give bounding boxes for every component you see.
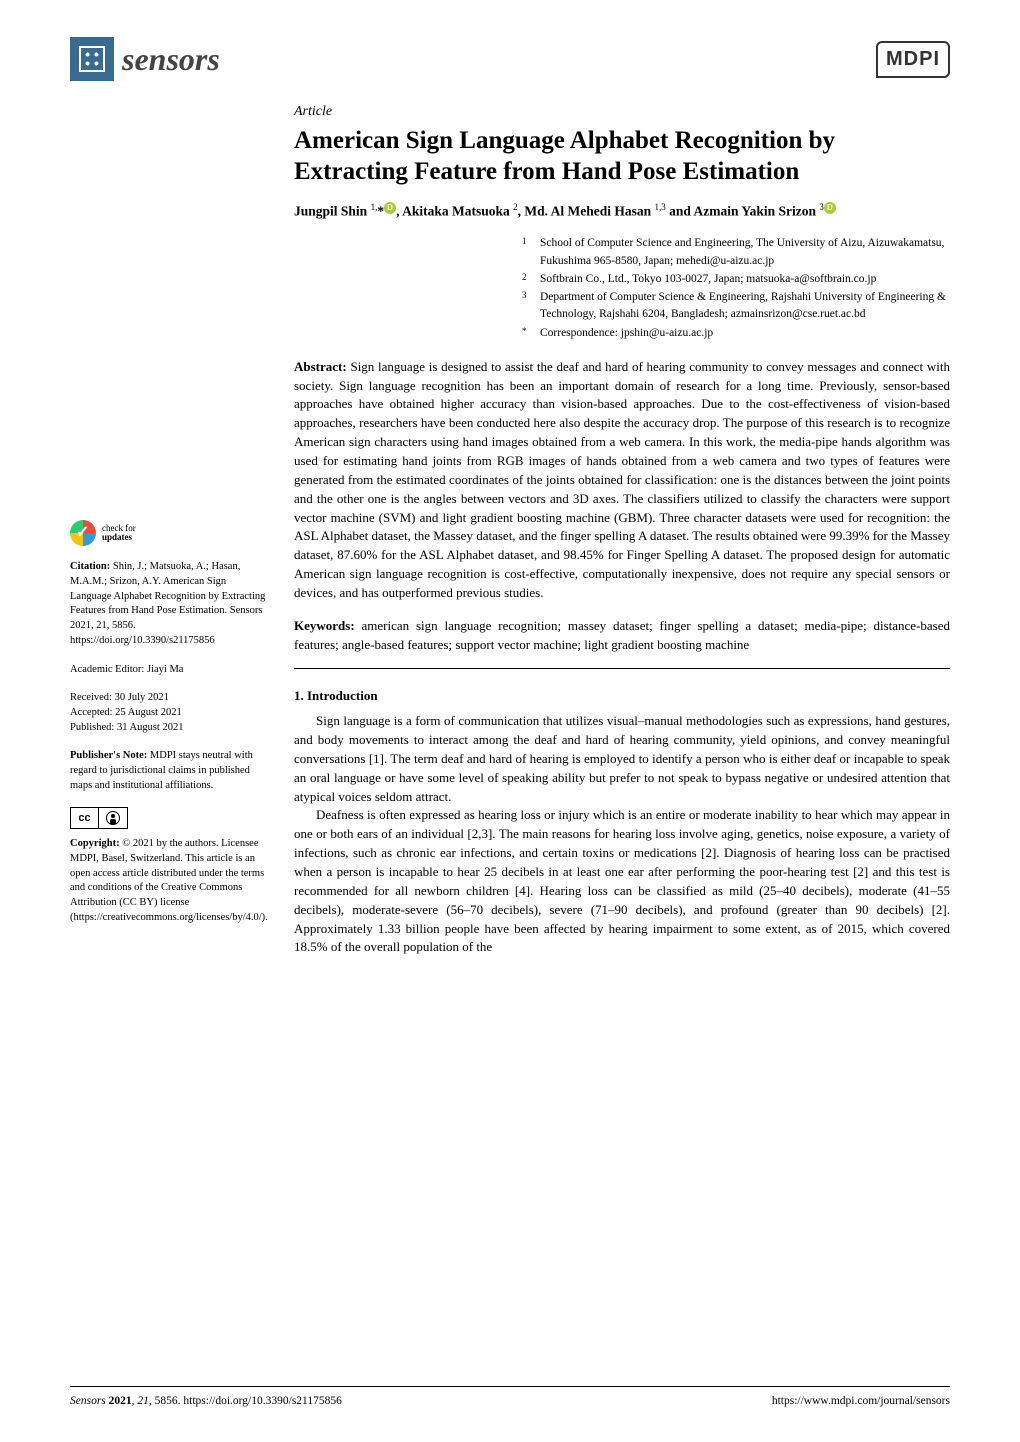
orcid-icon[interactable]: D [384, 202, 396, 214]
affiliation-row: 1 School of Computer Science and Engineer… [522, 235, 950, 270]
keywords-text: american sign language recognition; mass… [294, 618, 950, 652]
sidebar: check forupdates Citation: Shin, J.; Mat… [70, 102, 266, 957]
affil-num: 1 [522, 235, 530, 270]
editor-label: Academic Editor: [70, 664, 144, 675]
editor-name: Jiayi Ma [147, 664, 183, 675]
article-type: Article [294, 102, 950, 122]
keywords: Keywords: american sign language recogni… [294, 617, 950, 655]
article-title: American Sign Language Alphabet Recognit… [294, 125, 950, 188]
license-block: cc Copyright: © 2021 by the authors. Lic… [70, 807, 266, 925]
main-column: Article American Sign Language Alphabet … [294, 102, 950, 957]
keywords-label: Keywords: [294, 618, 355, 633]
copyright-label: Copyright: [70, 838, 120, 849]
abstract: Abstract: Sign language is designed to a… [294, 358, 950, 603]
section-divider [294, 668, 950, 669]
received-date: Received: 30 July 2021 [70, 691, 266, 706]
published-date: Published: 31 August 2021 [70, 721, 266, 736]
check-updates-label: check forupdates [102, 524, 136, 544]
editor-block: Academic Editor: Jiayi Ma [70, 663, 266, 678]
affil-num: 3 [522, 289, 530, 324]
publisher-note-block: Publisher's Note: MDPI stays neutral wit… [70, 749, 266, 793]
page-header: sensors MDPI [0, 0, 1020, 90]
accepted-date: Accepted: 25 August 2021 [70, 706, 266, 721]
paragraph: Sign language is a form of communication… [294, 712, 950, 806]
affiliation-row: 2 Softbrain Co., Ltd., Tokyo 103-0027, Ja… [522, 271, 950, 288]
abstract-label: Abstract: [294, 359, 347, 374]
dates-block: Received: 30 July 2021 Accepted: 25 Augu… [70, 691, 266, 735]
page-footer: Sensors 2021, 21, 5856. https://doi.org/… [70, 1386, 950, 1410]
citation-text: Shin, J.; Matsuoka, A.; Hasan, M.A.M.; S… [70, 561, 265, 645]
cc-by-badge: cc [70, 807, 128, 829]
abstract-text: Sign language is designed to assist the … [294, 359, 950, 600]
cc-icon: cc [71, 808, 99, 828]
citation-block: Citation: Shin, J.; Matsuoka, A.; Hasan,… [70, 560, 266, 648]
check-for-updates[interactable]: check forupdates [70, 520, 266, 546]
body-text: Sign language is a form of communication… [294, 712, 950, 957]
affiliation-row: * Correspondence: jpshin@u-aizu.ac.jp [522, 325, 950, 342]
journal-name: sensors [122, 36, 220, 82]
paragraph: Deafness is often expressed as hearing l… [294, 806, 950, 957]
footer-right-link[interactable]: https://www.mdpi.com/journal/sensors [772, 1393, 950, 1410]
mdpi-logo: MDPI [876, 41, 950, 78]
by-icon [106, 811, 120, 825]
affil-text: School of Computer Science and Engineeri… [540, 235, 950, 270]
affil-text: Correspondence: jpshin@u-aizu.ac.jp [540, 325, 713, 342]
pubnote-label: Publisher's Note: [70, 750, 147, 761]
copyright-text: © 2021 by the authors. Licensee MDPI, Ba… [70, 838, 268, 922]
footer-left: Sensors 2021, 21, 5856. https://doi.org/… [70, 1393, 342, 1410]
orcid-icon[interactable]: D [824, 202, 836, 214]
affil-text: Department of Computer Science & Enginee… [540, 289, 950, 324]
affil-text: Softbrain Co., Ltd., Tokyo 103-0027, Jap… [540, 271, 876, 288]
sensors-icon [70, 37, 114, 81]
by-icon-wrap [99, 808, 127, 828]
citation-label: Citation: [70, 561, 110, 572]
authors-line: Jungpil Shin 1,*D, Akitaka Matsuoka 2, M… [294, 201, 950, 221]
section-heading: 1. Introduction [294, 687, 950, 706]
affiliations: 1 School of Computer Science and Engineer… [522, 235, 950, 342]
affiliation-row: 3 Department of Computer Science & Engine… [522, 289, 950, 324]
affil-num: * [522, 325, 530, 342]
journal-logo: sensors [70, 36, 220, 82]
check-updates-icon [70, 520, 96, 546]
affil-num: 2 [522, 271, 530, 288]
